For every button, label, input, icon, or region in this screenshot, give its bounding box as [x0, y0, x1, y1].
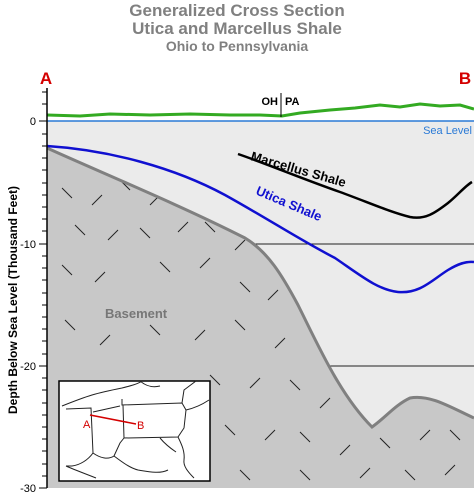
surface-line: [46, 102, 474, 118]
pa-label: PA: [285, 96, 300, 108]
inset-point-a: A: [83, 419, 91, 431]
basement-label: Basement: [105, 306, 168, 321]
inset-point-b: B: [137, 420, 144, 432]
y-axis-ticks: [39, 91, 47, 489]
basement-hatching: [61, 179, 461, 481]
diagram-region: Ohio to Pennsylvania: [165, 38, 309, 54]
diagram-subtitle: Utica and Marcellus Shale: [132, 19, 342, 38]
utica-shale-line: [46, 144, 474, 294]
tick-label-30: -30: [20, 483, 36, 495]
endpoint-b-label: B: [459, 69, 471, 88]
sea-level-label: Sea Level: [423, 125, 472, 137]
inset-map: A B: [58, 380, 211, 482]
endpoint-a-label: A: [40, 69, 52, 88]
inset-section-line: [89, 414, 137, 425]
marcellus-shale-line: [237, 152, 473, 219]
tick-label-10: -10: [20, 239, 36, 251]
diagram-title: Generalized Cross Section: [129, 1, 345, 20]
oh-label: OH: [262, 96, 279, 108]
tick-label-0: 0: [30, 116, 36, 128]
basement-boundary: [46, 146, 474, 429]
tick-label-20: -20: [20, 361, 36, 373]
y-axis-label: Depth Below Sea Level (Thousand Feet): [6, 186, 20, 414]
